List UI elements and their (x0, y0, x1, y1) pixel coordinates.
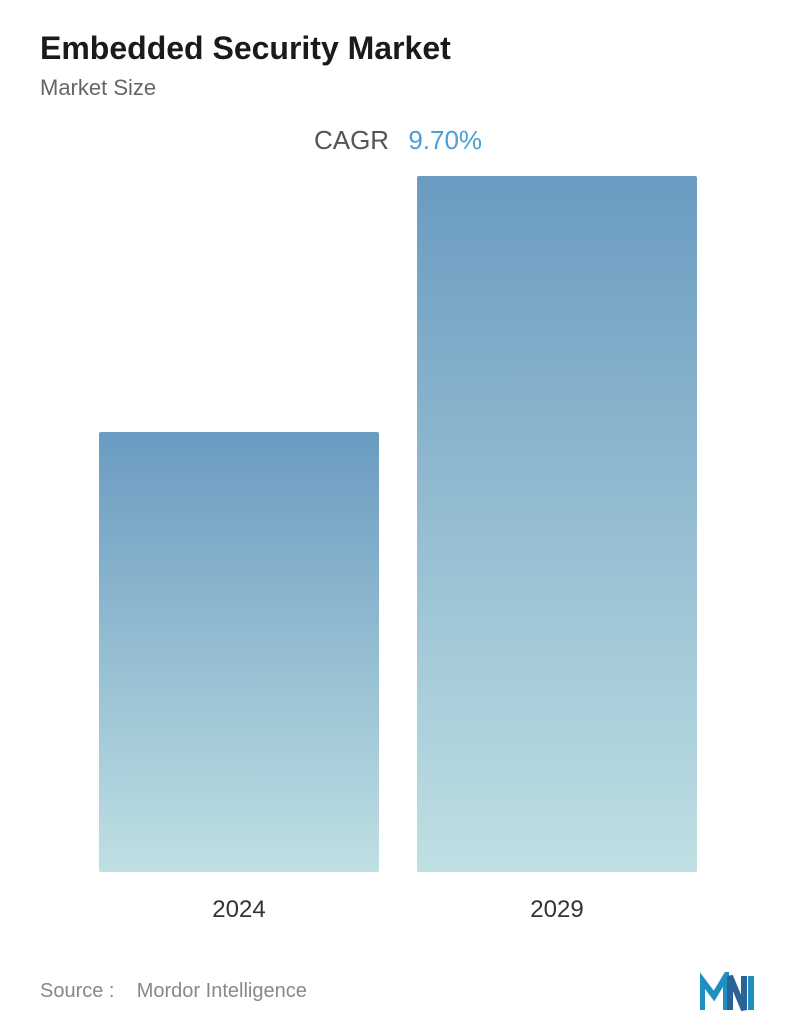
bar-label-1: 2029 (530, 896, 583, 924)
cagr-label: CAGR (314, 125, 389, 155)
bar-0 (99, 432, 379, 872)
cagr-row: CAGR 9.70% (40, 125, 756, 156)
chart-area: 2024 2029 (40, 176, 756, 944)
bar-group-1: 2029 (417, 176, 697, 924)
bar-label-0: 2024 (212, 896, 265, 924)
chart-title: Embedded Security Market (40, 30, 756, 67)
chart-container: Embedded Security Market Market Size CAG… (0, 0, 796, 1034)
source-name: Mordor Intelligence (137, 980, 307, 1002)
source-label: Source : (40, 980, 114, 1002)
bar-group-0: 2024 (99, 432, 379, 924)
cagr-value: 9.70% (408, 125, 482, 155)
bar-1 (417, 176, 697, 872)
source-text: Source : Mordor Intelligence (40, 980, 307, 1003)
chart-subtitle: Market Size (40, 75, 756, 101)
mordor-logo-icon (700, 972, 756, 1012)
footer: Source : Mordor Intelligence (40, 954, 756, 1012)
